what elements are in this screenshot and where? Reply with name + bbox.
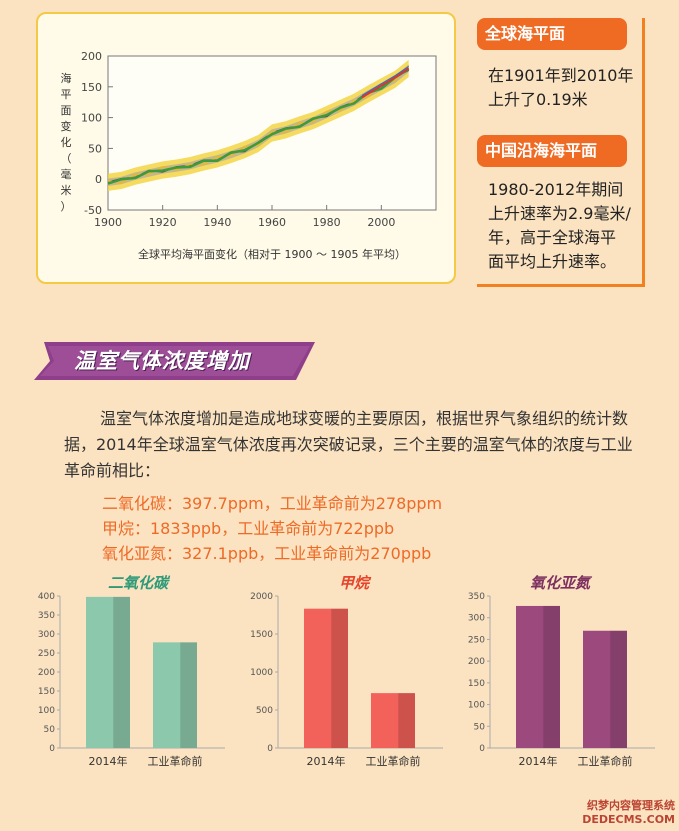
- bar-y-tick-label: 100: [468, 701, 485, 711]
- bar-y-tick-label: 200: [38, 668, 55, 678]
- sea-line-green: [107, 67, 410, 185]
- bar-y-tick-label: 400: [38, 592, 55, 602]
- sea-x-tick-label: 1940: [203, 216, 231, 229]
- bar-shade-0: [543, 605, 560, 748]
- watermark: 织梦内容管理系统 DEDECMS.COM: [582, 799, 675, 827]
- bar-y-tick-label: 1000: [250, 668, 273, 678]
- bar-y-tick-label: 2000: [250, 592, 273, 602]
- sea-x-tick-label: 1920: [149, 216, 177, 229]
- body-paragraph: 温室气体浓度增加是造成地球变暖的主要原因，根据世界气象组织的统计数据，2014年…: [64, 406, 644, 484]
- bar-category-label: 2014年: [519, 754, 558, 768]
- sea-x-tick-label: 2000: [367, 216, 395, 229]
- sea-y-tick-label: 200: [81, 50, 102, 63]
- sea-ylabel-char: 平: [61, 88, 72, 101]
- china-sea-level-tag: 中国沿海海平面: [477, 135, 627, 167]
- global-sea-level-tag: 全球海平面: [477, 18, 627, 50]
- sea-ylabel-char: 变: [61, 119, 72, 133]
- bar-y-tick-label: 0: [479, 744, 485, 754]
- sea-y-tick-label: -50: [84, 204, 102, 217]
- bar-shade-1: [180, 642, 197, 748]
- n2o-chart-title: 氧化亚氮: [530, 574, 591, 592]
- bar-y-tick-label: 300: [38, 630, 55, 640]
- bar-y-tick-label: 50: [474, 722, 486, 732]
- china-sea-level-text: 1980-2012年期间 上升速率为2.9毫米/ 年，高于全球海平 面平均上升速…: [488, 180, 631, 271]
- bar-y-tick-label: 500: [256, 706, 273, 716]
- bar-1: [153, 642, 197, 748]
- bar-category-label: 工业革命前: [578, 754, 633, 768]
- bar-y-tick-label: 0: [267, 744, 273, 754]
- sea-x-tick-label: 1980: [313, 216, 341, 229]
- bar-0: [86, 596, 130, 748]
- bar-category-label: 工业革命前: [148, 754, 203, 768]
- sea-ylabel-char: 面: [61, 104, 72, 117]
- n2o-bar-chart: 0 50 100 150 200 250 300 350 2014年 工业革命前: [468, 592, 655, 768]
- sea-caption: 全球平均海平面变化（相对于 1900 ～ 1905 年平均）: [138, 247, 406, 261]
- bar-0: [516, 605, 560, 748]
- sea-level-info-panel: [477, 18, 645, 287]
- sea-level-panel: -50 0 50 100 150 200 1900 1920 1940 1960 1980 2000 海…: [36, 12, 456, 284]
- bar-y-tick-label: 350: [468, 592, 485, 602]
- bar-y-tick-label: 0: [49, 744, 55, 754]
- sea-y-tick-label: 50: [88, 142, 102, 155]
- sea-ylabel-char: 毫: [61, 167, 72, 181]
- bar-y-tick-label: 300: [468, 614, 485, 624]
- bar-y-tick-label: 150: [468, 679, 485, 689]
- methane-chart-title: 甲烷: [339, 574, 370, 592]
- sea-level-chart: -50 0 50 100 150 200 1900 1920 1940 1960 1980 2000 海…: [61, 50, 437, 261]
- section-title: 温室气体浓度增加: [74, 349, 250, 373]
- bar-y-tick-label: 250: [468, 635, 485, 645]
- bar-y-tick-label: 350: [38, 611, 55, 621]
- bar-y-tick-label: 200: [468, 657, 485, 667]
- bar-category-label: 2014年: [89, 754, 128, 768]
- sea-line-red: [361, 67, 410, 99]
- sea-ylabel-char: ）: [61, 200, 72, 213]
- sea-ylabel-char: 化: [61, 135, 72, 149]
- methane-bar-chart: 0 500 1000 1500 2000 2014年 工业革命前: [250, 592, 443, 768]
- bar-y-tick-label: 1500: [250, 630, 273, 640]
- watermark-line1: 织梦内容管理系统: [587, 799, 675, 812]
- bar-shade-1: [398, 693, 415, 748]
- bar-y-tick-label: 100: [38, 706, 55, 716]
- bar-1: [371, 693, 415, 748]
- paragraph-text: 温室气体浓度增加是造成地球变暖的主要原因，根据世界气象组织的统计数据，2014年…: [64, 409, 633, 480]
- sea-ylabel-char: （: [61, 152, 72, 165]
- sea-x-tick-label: 1960: [258, 216, 286, 229]
- sea-ylabel-char: 米: [61, 184, 72, 197]
- bar-shade-0: [113, 596, 130, 748]
- sea-ylabel-char: 海: [61, 71, 72, 85]
- bar-shade-1: [610, 630, 627, 748]
- bar-shade-0: [331, 608, 348, 748]
- global-sea-level-text: 在1901年到2010年 上升了0.19米: [488, 66, 634, 109]
- sea-y-tick-label: 150: [81, 81, 102, 94]
- co2-bar-chart: 0 50 100 150 200 250 300 350 400 2014年 工业革命前: [38, 592, 225, 768]
- methane-line: 甲烷：1833ppb，工业革命前为722ppb: [102, 519, 395, 538]
- bar-category-label: 工业革命前: [366, 754, 421, 768]
- bar-y-tick-label: 250: [38, 649, 55, 659]
- sea-y-tick-label: 0: [95, 173, 102, 186]
- n2o-line: 氧化亚氮：327.1ppb，工业革命前为270ppb: [102, 544, 432, 563]
- bar-y-tick-label: 150: [38, 687, 55, 697]
- co2-chart-title: 二氧化碳: [108, 574, 169, 592]
- section-ribbon: [34, 342, 315, 380]
- watermark-line2: DEDECMS.COM: [582, 813, 675, 826]
- sea-line-blue: [361, 65, 410, 96]
- co2-line: 二氧化碳：397.7ppm，工业革命前为278ppm: [102, 494, 443, 513]
- bar-y-tick-label: 50: [44, 725, 56, 735]
- bar-category-label: 2014年: [307, 754, 346, 768]
- bar-0: [304, 608, 348, 748]
- bar-1: [583, 630, 627, 748]
- sea-y-tick-label: 100: [81, 112, 102, 125]
- sea-x-tick-label: 1900: [94, 216, 122, 229]
